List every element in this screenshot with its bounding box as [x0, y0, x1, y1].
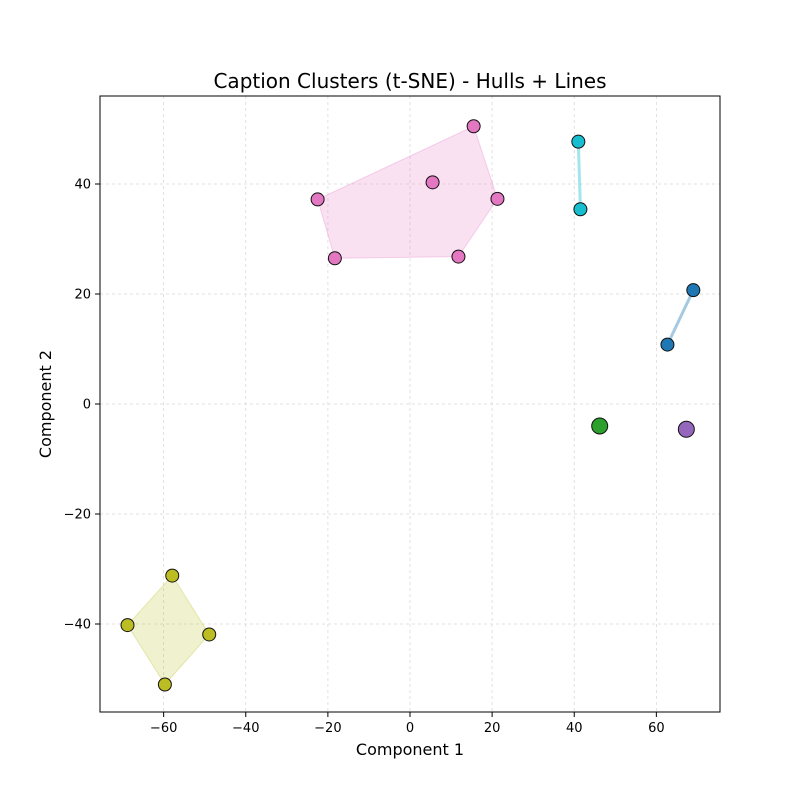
- data-point: [591, 417, 609, 435]
- data-points: [120, 119, 701, 692]
- data-point: [573, 202, 588, 217]
- data-point: [490, 191, 505, 206]
- x-tick-label: 20: [484, 721, 501, 736]
- data-point: [660, 337, 675, 352]
- data-point: [571, 134, 586, 149]
- x-tick-label: −60: [150, 721, 177, 736]
- data-point: [677, 420, 695, 438]
- data-point: [310, 192, 325, 207]
- x-tick-label: 0: [406, 721, 414, 736]
- x-tick-label: −40: [232, 721, 259, 736]
- cluster-line: [666, 289, 695, 346]
- data-point: [165, 568, 180, 583]
- y-tick-label: 40: [74, 178, 91, 193]
- cluster-line: [576, 141, 582, 210]
- data-point: [157, 677, 172, 692]
- x-tick-label: −20: [314, 721, 341, 736]
- cluster-hull: [317, 125, 499, 259]
- grid-lines: [100, 96, 720, 712]
- data-point: [466, 119, 481, 134]
- y-tick-label: −20: [64, 508, 91, 523]
- data-point: [202, 627, 217, 642]
- x-axis-ticks: −60 −40 −20 0 20 40 60: [150, 712, 665, 736]
- data-point: [120, 618, 135, 633]
- cluster-hull: [126, 574, 210, 686]
- x-axis-label: Component 1: [356, 740, 464, 759]
- data-point: [686, 283, 701, 298]
- y-axis-label: Component 2: [36, 350, 55, 458]
- y-axis-ticks: −40 −20 0 20 40: [64, 178, 100, 633]
- x-tick-label: 40: [566, 721, 583, 736]
- x-tick-label: 60: [648, 721, 665, 736]
- y-tick-label: 0: [83, 398, 91, 413]
- y-tick-label: −40: [64, 618, 91, 633]
- cluster-connectors: [126, 125, 695, 686]
- data-point: [327, 251, 342, 266]
- y-tick-label: 20: [74, 288, 91, 303]
- data-point: [451, 249, 466, 264]
- data-point: [425, 175, 440, 190]
- chart-title: Caption Clusters (t-SNE) - Hulls + Lines: [213, 69, 606, 93]
